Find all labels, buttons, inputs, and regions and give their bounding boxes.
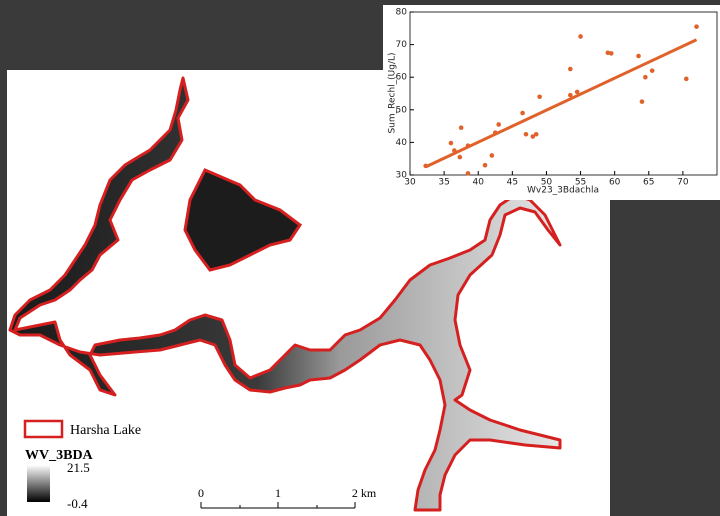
point [452, 148, 457, 153]
scatter-chart: Wv23_3Bdachla Sum_Rechl_(Ug/L) 30 35 40 45 5… [383, 5, 720, 200]
point [684, 77, 689, 82]
x-tick-label: 40 [472, 178, 484, 188]
y-tick-label: 50 [396, 105, 408, 115]
figure: Harsha Lake WV_3BDA 21.5 -0.4 0 1 2 km W… [0, 0, 720, 516]
chart-panel [383, 5, 720, 200]
point [568, 93, 573, 98]
y-tick-label: 40 [396, 138, 408, 148]
x-tick-label: 60 [609, 178, 621, 188]
point [568, 67, 573, 72]
point [694, 24, 699, 29]
legend-outline-swatch [25, 421, 62, 437]
page: {"map": {"legend": {"outline_label": "Ha… [0, 0, 720, 516]
legend-ramp [27, 465, 50, 502]
legend-label: Harsha Lake [70, 423, 141, 438]
point [636, 54, 641, 59]
scale-label: 1 [275, 486, 281, 500]
x-tick-label: 65 [643, 178, 654, 188]
point [575, 90, 580, 95]
x-tick-label: 70 [677, 178, 689, 188]
point [458, 155, 463, 160]
legend-max: 21.5 [67, 460, 90, 475]
point [520, 111, 525, 116]
scale-label: 2 km [352, 486, 377, 500]
y-tick-label: 80 [396, 8, 408, 18]
point [459, 125, 464, 130]
y-tick-label: 60 [396, 73, 408, 83]
legend-min: -0.4 [67, 496, 88, 511]
x-tick-label: 50 [541, 178, 553, 188]
point [537, 94, 542, 99]
point [650, 68, 655, 73]
point [493, 130, 498, 135]
point [578, 34, 583, 39]
point [490, 153, 495, 158]
y-axis-label: Sum_Rechl_(Ug/L) [388, 52, 398, 133]
point [524, 132, 529, 137]
point [534, 132, 539, 137]
x-tick-label: 35 [438, 178, 449, 188]
point [496, 122, 501, 127]
scale-label: 0 [198, 486, 204, 500]
point [423, 164, 428, 169]
x-tick-label: 55 [575, 178, 586, 188]
point [466, 143, 471, 148]
x-tick-label: 45 [507, 178, 518, 188]
point [640, 99, 645, 104]
x-axis-label: Wv23_3Bdachla [527, 186, 599, 196]
point [483, 163, 488, 168]
point [466, 171, 471, 176]
y-tick-label: 70 [396, 40, 408, 50]
point [643, 75, 648, 80]
point [609, 51, 614, 56]
y-tick-label: 30 [396, 171, 408, 181]
point [449, 141, 454, 146]
